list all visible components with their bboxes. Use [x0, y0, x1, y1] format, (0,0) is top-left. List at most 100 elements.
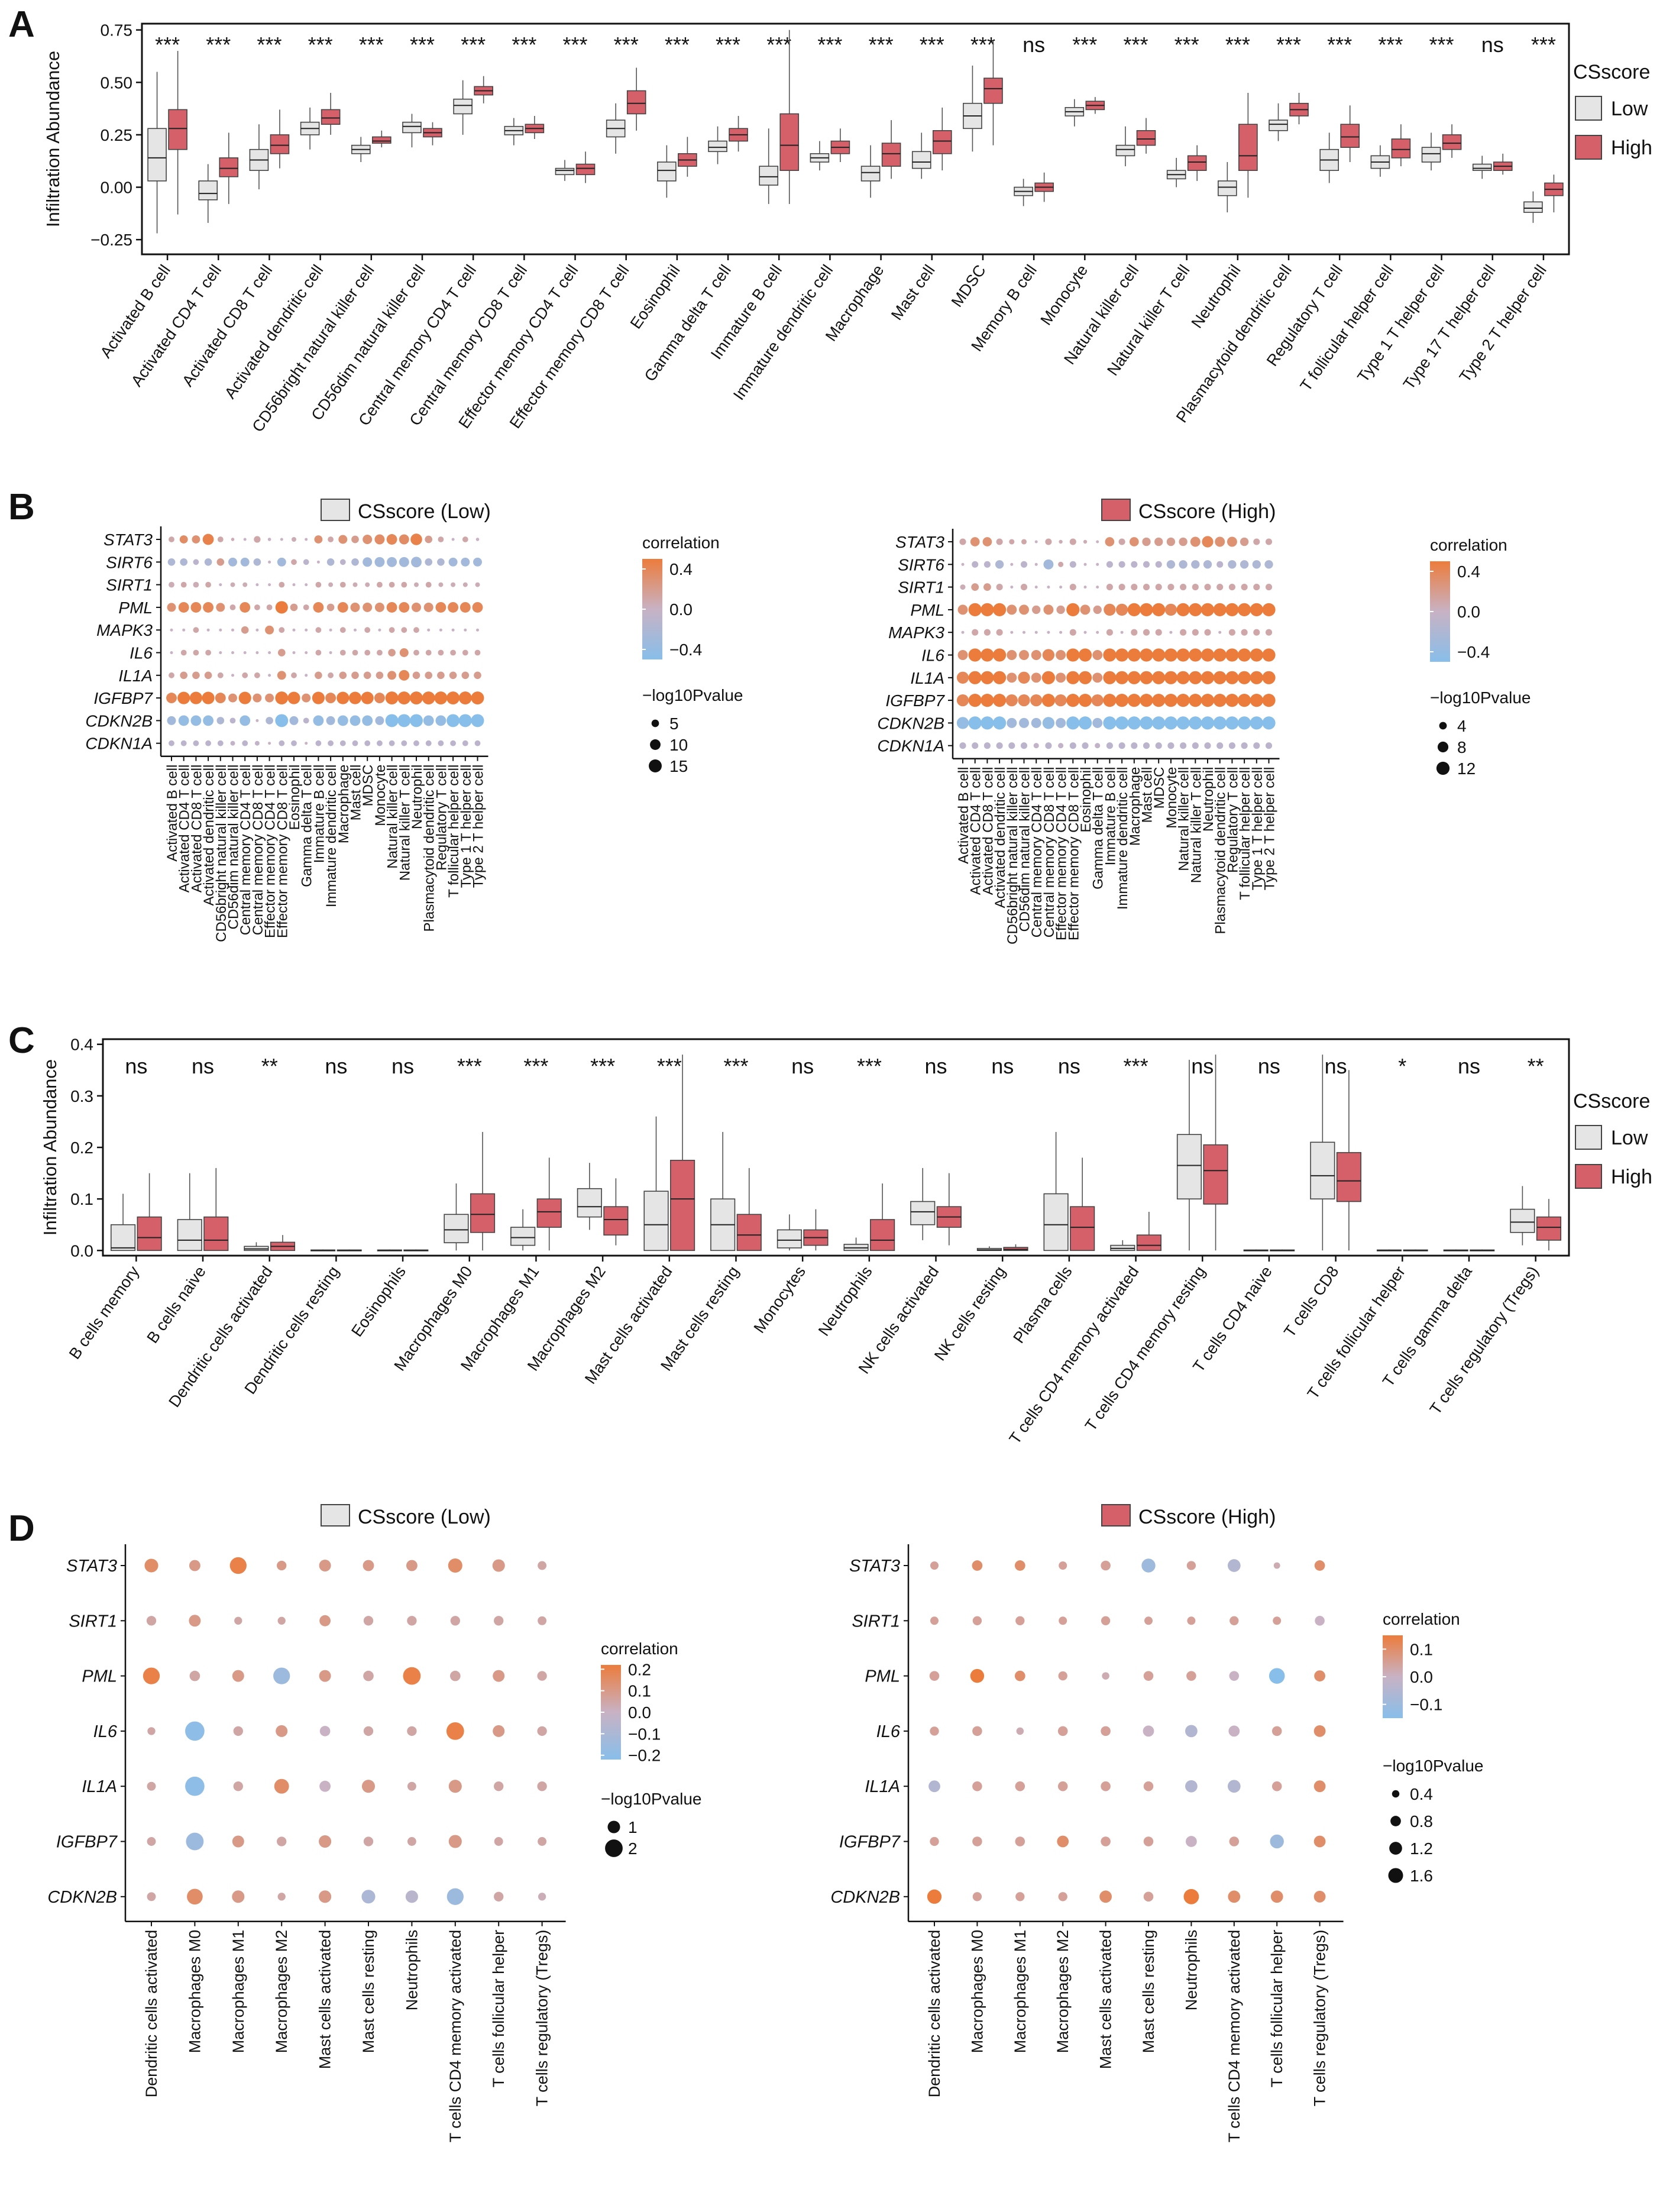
dot — [425, 581, 432, 588]
dot — [992, 693, 1007, 707]
dot — [147, 1727, 156, 1735]
x-tick-label: Activated CD8 T cell — [179, 261, 276, 390]
dot — [319, 1890, 332, 1903]
dot — [1020, 561, 1028, 568]
dot — [167, 716, 176, 725]
dot — [957, 650, 968, 660]
significance-label: *** — [457, 1054, 482, 1078]
dot — [386, 534, 397, 545]
dot — [217, 672, 224, 678]
dot — [1313, 1780, 1326, 1793]
cell-label: Effector memory CD8 T cell — [274, 765, 290, 938]
significance-label: *** — [410, 33, 435, 57]
significance-label: *** — [869, 33, 894, 57]
gene-label: PML — [865, 1667, 900, 1686]
dot — [423, 715, 434, 726]
dot — [960, 584, 966, 590]
dot — [1192, 742, 1199, 749]
box-high — [1544, 174, 1564, 213]
significance-label: *** — [155, 33, 180, 57]
dot — [961, 562, 965, 566]
dot — [448, 1558, 462, 1573]
dot — [1314, 1670, 1325, 1681]
box-high — [1238, 93, 1258, 198]
dot — [1262, 603, 1276, 617]
box-low — [577, 1163, 602, 1230]
box-high — [1270, 1249, 1295, 1251]
dot — [292, 651, 296, 654]
dot — [1253, 584, 1260, 591]
box — [444, 1214, 469, 1244]
box — [510, 1227, 536, 1246]
dot — [448, 1835, 462, 1848]
dot — [1014, 1670, 1025, 1681]
dot — [1186, 1836, 1197, 1847]
dot — [215, 693, 226, 704]
dot — [399, 601, 410, 613]
dot — [1099, 1890, 1112, 1903]
box — [270, 134, 290, 154]
dot — [996, 584, 1003, 591]
dot — [277, 671, 286, 680]
legend-swatch-low — [1575, 1125, 1602, 1150]
dot — [339, 627, 346, 633]
dot — [411, 557, 422, 568]
dot — [1031, 672, 1041, 683]
dot — [243, 651, 247, 654]
dot — [169, 581, 174, 588]
cell-label: Central memory CD4 T cell — [1029, 767, 1045, 938]
dot — [1127, 716, 1141, 730]
dot — [254, 672, 260, 678]
dot — [216, 717, 225, 725]
box-low — [1115, 126, 1135, 167]
dot — [187, 1888, 203, 1905]
cell-label: Natural killer cell — [1176, 767, 1192, 871]
box-high — [1136, 1211, 1161, 1251]
dot — [1034, 562, 1038, 566]
box — [1136, 1234, 1161, 1251]
cell-label: Macrophages M1 — [1011, 1930, 1029, 2053]
dot — [185, 1721, 205, 1741]
dot — [1118, 742, 1125, 749]
dot — [1313, 1725, 1326, 1737]
dot — [268, 583, 271, 587]
dot — [180, 649, 187, 656]
box-high — [626, 67, 646, 131]
dot — [494, 1891, 504, 1901]
gene-label: SIRT1 — [106, 576, 153, 594]
dot — [363, 671, 371, 680]
dot — [930, 1836, 939, 1846]
dot — [1262, 671, 1276, 684]
gene-label: CDKN2B — [830, 1888, 900, 1907]
color-legend-title: correlation — [601, 1639, 678, 1658]
dot — [337, 601, 348, 613]
gene-label: CDKN2B — [47, 1888, 117, 1907]
significance-label: *** — [970, 33, 995, 57]
box-low — [444, 1183, 469, 1251]
box — [1176, 1134, 1202, 1199]
dot — [1237, 671, 1251, 684]
dot — [325, 693, 337, 704]
cell-label: Eosinophil — [1078, 767, 1094, 833]
dot — [972, 1781, 982, 1791]
dot — [363, 1836, 374, 1846]
box — [1421, 147, 1441, 163]
box — [1472, 163, 1492, 171]
dot — [265, 693, 274, 703]
dot — [219, 628, 222, 632]
dot — [1058, 561, 1064, 567]
legend: correlation 0.1 0.0 −0.1 −log10Pvalue 0.4 0.8 1… — [1383, 1610, 1483, 1885]
x-tick-label: T follicular helper cell — [1297, 261, 1397, 394]
dot — [1115, 716, 1129, 730]
box — [911, 151, 931, 169]
box-high — [1289, 93, 1309, 125]
dot — [205, 581, 211, 588]
dot — [387, 671, 397, 680]
dot — [1265, 742, 1273, 749]
cell-label: Macrophages M2 — [1054, 1930, 1072, 2053]
dot — [1213, 716, 1227, 730]
dot — [329, 651, 332, 654]
cell-label: Immature B cell — [311, 765, 327, 864]
dot — [1216, 584, 1224, 591]
gene-label: IGFBP7 — [56, 1833, 118, 1852]
